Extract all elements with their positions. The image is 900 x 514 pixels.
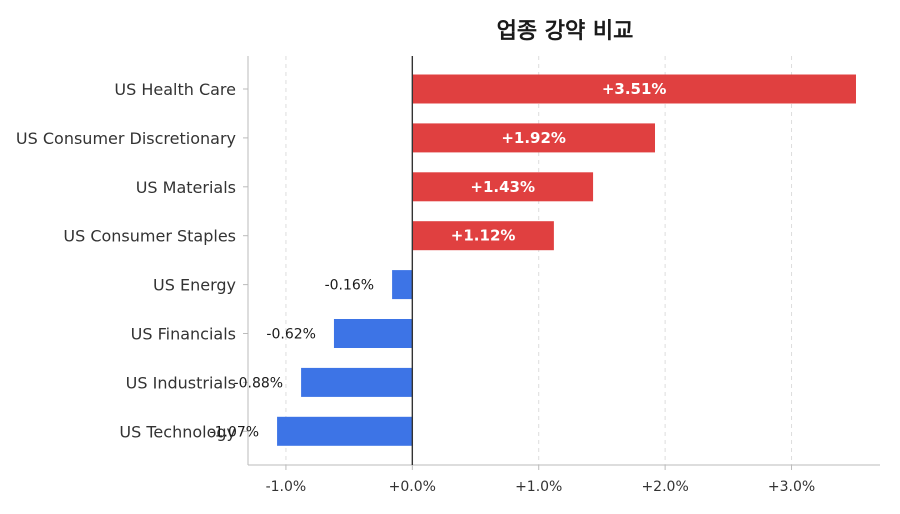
category-label: US Materials	[136, 178, 236, 197]
x-tick-label: +1.0%	[515, 479, 562, 495]
category-label: US Health Care	[114, 80, 236, 99]
bar	[392, 270, 413, 300]
axes-group	[243, 56, 880, 470]
category-label: US Industrials	[126, 373, 236, 392]
x-tick-label: +3.0%	[768, 479, 815, 495]
category-label: US Consumer Staples	[63, 227, 236, 246]
grid-lines	[285, 56, 793, 465]
value-label: +1.92%	[501, 129, 566, 147]
category-label: US Consumer Discretionary	[16, 129, 236, 148]
bar	[277, 416, 413, 446]
value-label: +1.12%	[451, 227, 516, 245]
value-label: -0.16%	[325, 278, 375, 294]
bar	[412, 172, 594, 202]
bar	[333, 319, 413, 348]
value-label: +3.51%	[602, 80, 667, 98]
category-label: US Financials	[131, 325, 236, 344]
value-label: -0.62%	[266, 327, 316, 343]
bar	[412, 123, 656, 153]
category-label: US Energy	[153, 276, 236, 295]
bar	[412, 221, 554, 251]
x-tick-label: +2.0%	[641, 479, 688, 495]
bar	[301, 367, 413, 397]
chart-title: 업종 강약 비교	[497, 19, 634, 44]
value-label: -1.07%	[210, 424, 260, 440]
x-tick-label: +0.0%	[389, 479, 436, 495]
labels-group: -1.0% +0.0% +1.0% +2.0% +3.0% US Health Care +…	[16, 80, 815, 495]
value-label: -0.88%	[234, 375, 284, 391]
value-label: +1.43%	[470, 178, 535, 196]
category-label: US Technology	[119, 422, 236, 441]
x-tick-label: -1.0%	[266, 479, 307, 495]
bars-group	[277, 74, 856, 446]
bar	[412, 74, 856, 104]
